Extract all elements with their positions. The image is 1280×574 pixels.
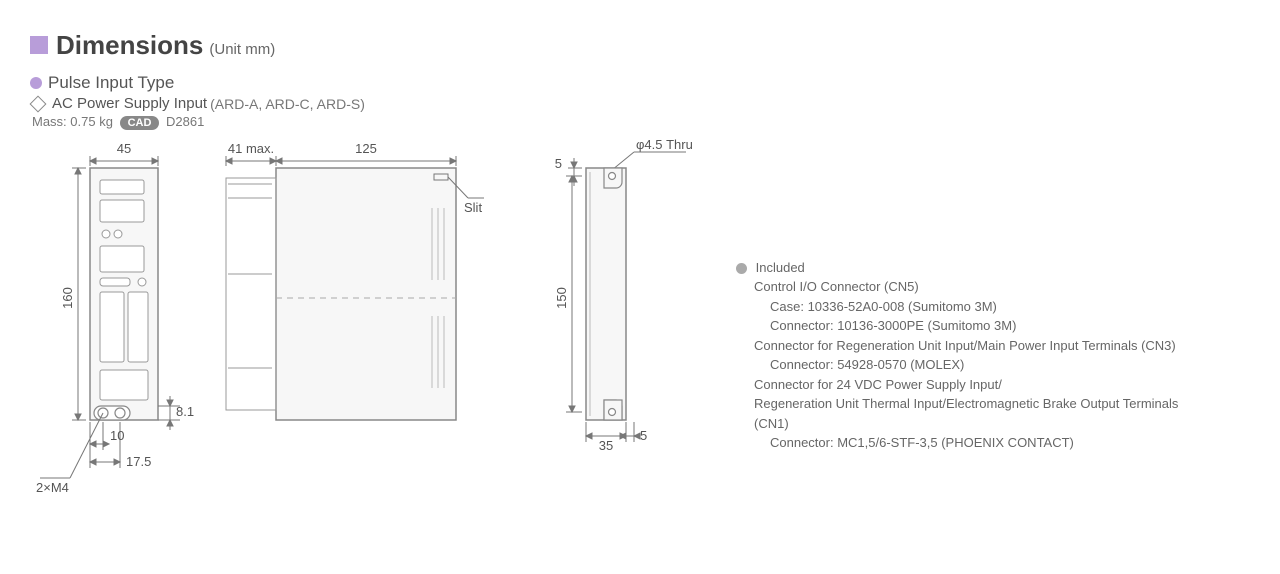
included-block: Included Control I/O Connector (CN5)Case… — [736, 258, 1178, 453]
included-line: Connector for 24 VDC Power Supply Input/ — [754, 375, 1178, 395]
dim-160: 160 — [60, 287, 75, 309]
dim-41max: 41 max. — [228, 141, 274, 156]
spec-label: AC Power Supply Input — [52, 95, 207, 112]
included-line: Case: 10336-52A0-008 (Sumitomo 3M) — [770, 297, 1178, 317]
dim-125: 125 — [355, 141, 377, 156]
dim-150: 150 — [554, 287, 569, 309]
page-title: Dimensions — [56, 30, 203, 61]
subtitle-label: Pulse Input Type — [48, 73, 174, 93]
dim-8-1: 8.1 — [176, 404, 194, 419]
page-title-row: Dimensions (Unit mm) — [30, 30, 1250, 61]
cad-badge: CAD — [120, 116, 160, 130]
page-title-unit: (Unit mm) — [209, 41, 275, 58]
subtitle-row: Pulse Input Type — [30, 73, 1250, 93]
included-line: Connector for Regeneration Unit Input/Ma… — [754, 336, 1178, 356]
diamond-icon — [30, 95, 47, 112]
mass-row: Mass: 0.75 kg CAD D2861 — [32, 114, 1250, 130]
dim-10: 10 — [110, 428, 124, 443]
label-phi45: φ4.5 Thru — [636, 138, 693, 152]
spec-row: AC Power Supply Input (ARD-A, ARD-C, ARD… — [30, 95, 1250, 112]
dim-35: 35 — [599, 438, 613, 453]
included-line: Connector: 10136-3000PE (Sumitomo 3M) — [770, 316, 1178, 336]
front-view: 45 — [30, 138, 200, 498]
included-line: Regeneration Unit Thermal Input/Electrom… — [754, 394, 1178, 414]
included-line: Connector: MC1,5/6-STF-3,5 (PHOENIX CONT… — [770, 433, 1178, 453]
back-view: φ4.5 Thru 5 — [516, 138, 696, 498]
included-line: Connector: 54928-0570 (MOLEX) — [770, 355, 1178, 375]
label-2xm4: 2×M4 — [36, 480, 69, 495]
label-slit: Slit — [464, 200, 482, 215]
included-title: Included — [756, 260, 805, 275]
mass-label: Mass: 0.75 kg — [32, 114, 113, 129]
cad-code: D2861 — [166, 114, 204, 129]
included-lines: Control I/O Connector (CN5)Case: 10336-5… — [736, 277, 1178, 453]
spec-models: (ARD-A, ARD-C, ARD-S) — [210, 96, 365, 112]
dim-5-top: 5 — [555, 156, 562, 171]
gray-bullet-icon — [736, 263, 747, 274]
dim-17-5: 17.5 — [126, 454, 151, 469]
title-square-icon — [30, 36, 48, 54]
side-view: 41 max. 125 — [206, 138, 486, 498]
views-container: 45 — [30, 138, 696, 498]
dim-5-right: 5 — [640, 428, 647, 443]
main-content-row: 45 — [30, 138, 1250, 498]
included-title-row: Included — [736, 258, 1178, 278]
circle-bullet-icon — [30, 77, 42, 89]
dim-45: 45 — [117, 141, 131, 156]
included-line: Control I/O Connector (CN5) — [754, 277, 1178, 297]
included-line: (CN1) — [754, 414, 1178, 434]
